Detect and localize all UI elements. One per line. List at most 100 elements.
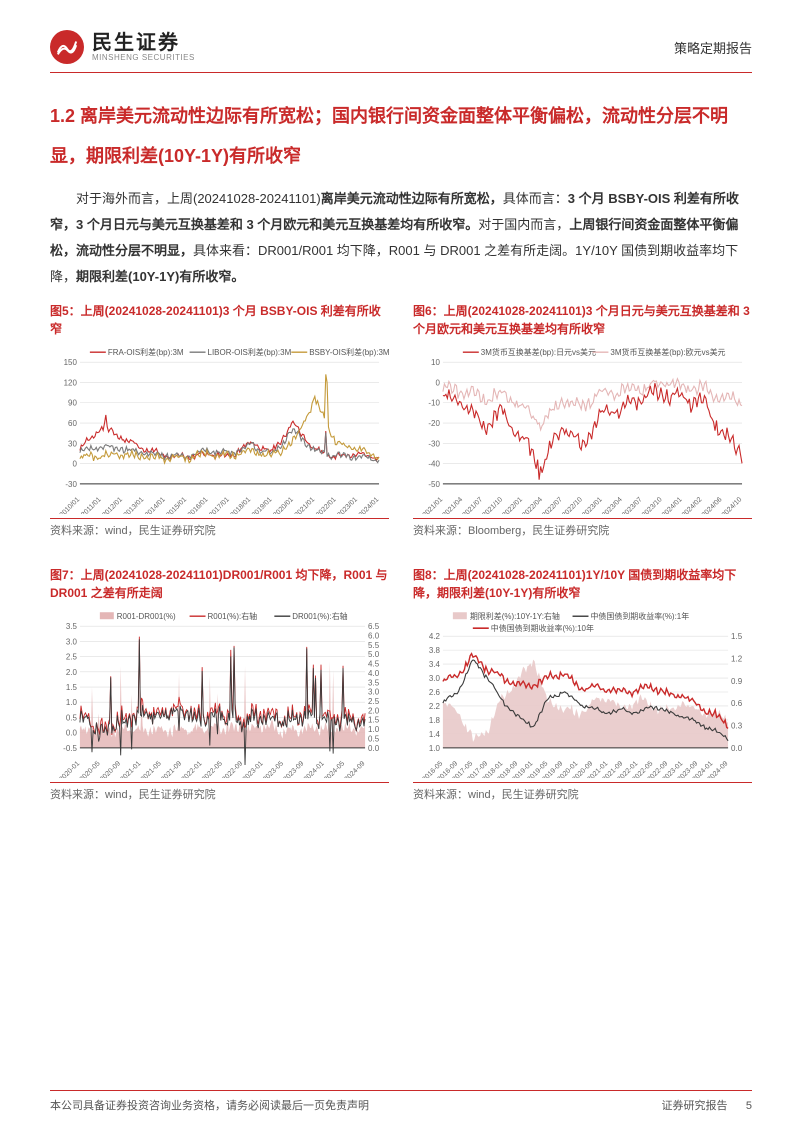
c7-leg2: DR001(%):右轴 [292, 611, 347, 621]
svg-text:2021/04: 2021/04 [441, 496, 464, 514]
svg-text:2020-09: 2020-09 [99, 760, 122, 778]
svg-text:-30: -30 [428, 439, 440, 448]
p1b: 离岸美元流动性边际有所宽松， [321, 191, 503, 206]
svg-text:-50: -50 [428, 480, 440, 489]
svg-text:2017/01: 2017/01 [208, 496, 231, 514]
chart5-svg: FRA-OIS利差(bp):3M LIBOR-OIS利差(bp):3M BSBY… [50, 344, 389, 514]
chart8-cell: 图8：上周(20241028-20241101)1Y/10Y 国债到期收益率均下… [413, 566, 752, 802]
svg-text:2024/01: 2024/01 [358, 496, 381, 514]
svg-text:30: 30 [68, 439, 77, 448]
chart7-source: 资料来源：wind，民生证券研究院 [50, 782, 389, 802]
c8-leg0: 期限利差(%):10Y-1Y:右轴 [470, 611, 560, 621]
svg-text:2022/10: 2022/10 [561, 496, 584, 514]
svg-text:2010/01: 2010/01 [59, 496, 82, 514]
svg-text:2022/04: 2022/04 [521, 496, 544, 514]
svg-text:2011/01: 2011/01 [80, 496, 102, 514]
chart5-title: 图5：上周(20241028-20241101)3 个月 BSBY-OIS 利差… [50, 302, 389, 338]
svg-text:0: 0 [72, 460, 77, 469]
svg-text:0.0: 0.0 [66, 729, 78, 738]
svg-text:2021/01: 2021/01 [294, 496, 317, 514]
page-header: 民生证券 MINSHENG SECURITIES 策略定期报告 [50, 30, 752, 73]
svg-text:60: 60 [68, 419, 77, 428]
svg-text:2012/01: 2012/01 [101, 496, 124, 514]
p1a: 对于海外而言，上周(20241028-20241101) [76, 191, 321, 206]
svg-text:2022-01: 2022-01 [181, 760, 204, 778]
svg-text:-0.5: -0.5 [63, 744, 77, 753]
svg-text:0.0: 0.0 [368, 744, 380, 753]
svg-text:0: 0 [435, 379, 440, 388]
svg-text:2.6: 2.6 [429, 688, 441, 697]
svg-text:2023-05: 2023-05 [262, 760, 285, 778]
svg-text:0.9: 0.9 [731, 677, 743, 686]
c5-leg2: BSBY-OIS利差(bp):3M [309, 347, 389, 357]
svg-text:2024-09: 2024-09 [343, 760, 366, 778]
page-number: 5 [746, 1100, 752, 1112]
c5-leg1: LIBOR-OIS利差(bp):3M [208, 347, 292, 357]
svg-text:3.8: 3.8 [429, 646, 441, 655]
svg-text:2021/10: 2021/10 [481, 496, 504, 514]
c7-leg1: R001(%):右轴 [208, 611, 258, 621]
svg-text:2023/07: 2023/07 [621, 496, 644, 514]
svg-text:5.0: 5.0 [368, 650, 380, 659]
svg-text:2.0: 2.0 [66, 668, 78, 677]
chart6-svg: 3M货币互换基差(bp):日元vs美元 3M货币互换基差(bp):欧元vs美元 … [413, 344, 752, 514]
svg-text:2023/04: 2023/04 [601, 496, 624, 514]
svg-text:2021-01: 2021-01 [119, 760, 142, 778]
svg-text:2024-05: 2024-05 [323, 760, 346, 778]
c6-leg1: 3M货币互换基差(bp):欧元vs美元 [610, 347, 725, 357]
svg-text:-20: -20 [428, 419, 440, 428]
svg-text:3.5: 3.5 [368, 679, 380, 688]
footer-report-label: 证券研究报告 [662, 1100, 728, 1112]
svg-text:4.5: 4.5 [368, 660, 380, 669]
svg-text:2.0: 2.0 [368, 707, 380, 716]
chart8-source: 资料来源：wind，民生证券研究院 [413, 782, 752, 802]
chart7-svg: R001-DR001(%) R001(%):右轴 DR001(%):右轴 -0.… [50, 608, 389, 778]
svg-text:-40: -40 [428, 460, 440, 469]
page-footer: 本公司具备证券投资咨询业务资格，请务必阅读最后一页免责声明 证券研究报告 5 [50, 1090, 752, 1113]
svg-text:1.8: 1.8 [429, 716, 441, 725]
svg-text:4.0: 4.0 [368, 669, 380, 678]
svg-text:2.2: 2.2 [429, 702, 441, 711]
svg-text:2024/10: 2024/10 [721, 496, 744, 514]
svg-text:3.0: 3.0 [429, 674, 441, 683]
svg-text:2016/01: 2016/01 [187, 496, 210, 514]
svg-text:2013/01: 2013/01 [123, 496, 146, 514]
chart6-source: 资料来源：Bloomberg，民生证券研究院 [413, 518, 752, 538]
svg-text:1.4: 1.4 [429, 730, 441, 739]
logo-mark-icon [50, 30, 84, 64]
svg-text:2.5: 2.5 [368, 697, 380, 706]
svg-text:0.0: 0.0 [731, 744, 743, 753]
svg-text:-30: -30 [65, 480, 77, 489]
c6-leg0: 3M货币互换基差(bp):日元vs美元 [481, 347, 596, 357]
svg-text:1.5: 1.5 [66, 683, 78, 692]
svg-text:2020/01: 2020/01 [272, 496, 295, 514]
svg-text:6.0: 6.0 [368, 632, 380, 641]
svg-text:2023-09: 2023-09 [282, 760, 305, 778]
svg-text:2.5: 2.5 [66, 653, 78, 662]
svg-text:2024/06: 2024/06 [701, 496, 724, 514]
svg-text:2024-01: 2024-01 [303, 760, 326, 778]
svg-text:1.2: 1.2 [731, 655, 743, 664]
svg-text:2022-09: 2022-09 [221, 760, 244, 778]
chart6-title: 图6：上周(20241028-20241101)3 个月日元与美元互换基差和 3… [413, 302, 752, 338]
svg-text:3.4: 3.4 [429, 660, 441, 669]
c7-leg0: R001-DR001(%) [117, 612, 176, 621]
svg-text:120: 120 [64, 379, 78, 388]
chart8-box: 期限利差(%):10Y-1Y:右轴 中债国债到期收益率(%):1年 中债国债到期… [413, 608, 752, 778]
svg-text:3.0: 3.0 [368, 688, 380, 697]
c8-leg2: 中债国债到期收益率(%):10年 [491, 623, 594, 633]
chart8-title: 图8：上周(20241028-20241101)1Y/10Y 国债到期收益率均下… [413, 566, 752, 602]
svg-text:2022/07: 2022/07 [541, 496, 564, 514]
svg-text:10: 10 [431, 358, 440, 367]
chart5-source: 资料来源：wind，民生证券研究院 [50, 518, 389, 538]
svg-text:2022-05: 2022-05 [201, 760, 224, 778]
svg-text:2015/01: 2015/01 [165, 496, 188, 514]
section-title: 1.2 离岸美元流动性边际有所宽松；国内银行间资金面整体平衡偏松，流动性分层不明… [50, 97, 752, 176]
svg-text:2021/07: 2021/07 [461, 496, 484, 514]
p1e: 对于国内而言， [478, 217, 569, 232]
svg-text:2023/01: 2023/01 [581, 496, 604, 514]
c5-leg0: FRA-OIS利差(bp):3M [108, 347, 184, 357]
svg-text:0.3: 0.3 [731, 722, 743, 731]
logo: 民生证券 MINSHENG SECURITIES [50, 30, 195, 64]
svg-text:2021/01: 2021/01 [422, 496, 445, 514]
